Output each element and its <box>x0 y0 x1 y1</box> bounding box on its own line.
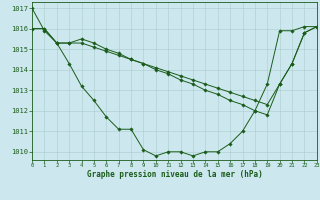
X-axis label: Graphe pression niveau de la mer (hPa): Graphe pression niveau de la mer (hPa) <box>86 170 262 179</box>
